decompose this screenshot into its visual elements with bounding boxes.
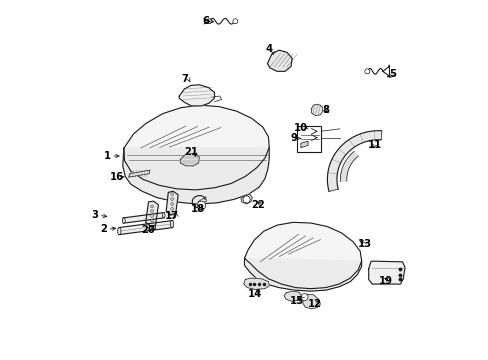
Ellipse shape — [150, 219, 153, 222]
Polygon shape — [122, 148, 269, 204]
Text: 6: 6 — [202, 16, 209, 26]
Text: 5: 5 — [388, 69, 395, 79]
Ellipse shape — [150, 210, 153, 212]
Polygon shape — [368, 261, 404, 284]
Polygon shape — [300, 141, 307, 148]
Text: 10: 10 — [293, 123, 307, 133]
Text: 2: 2 — [100, 224, 106, 234]
Polygon shape — [284, 291, 301, 301]
Circle shape — [300, 294, 307, 301]
Polygon shape — [244, 258, 361, 291]
Circle shape — [206, 19, 211, 24]
Ellipse shape — [150, 205, 153, 208]
Text: 7: 7 — [181, 75, 187, 85]
Polygon shape — [180, 154, 199, 166]
Text: 21: 21 — [183, 148, 198, 157]
Polygon shape — [128, 170, 150, 177]
Polygon shape — [166, 191, 178, 215]
Ellipse shape — [170, 207, 173, 210]
Polygon shape — [302, 294, 320, 309]
Text: 8: 8 — [322, 105, 328, 115]
Circle shape — [232, 19, 237, 24]
Text: 14: 14 — [247, 289, 262, 298]
Text: 12: 12 — [307, 299, 322, 309]
Text: 19: 19 — [378, 275, 392, 285]
Polygon shape — [179, 85, 214, 106]
Polygon shape — [241, 194, 252, 204]
Ellipse shape — [162, 212, 165, 218]
Text: 13: 13 — [357, 239, 371, 249]
Polygon shape — [123, 105, 269, 190]
Text: 18: 18 — [190, 204, 204, 214]
Polygon shape — [267, 50, 291, 71]
Polygon shape — [118, 221, 172, 235]
Polygon shape — [123, 212, 164, 223]
Text: 16: 16 — [109, 172, 123, 182]
FancyBboxPatch shape — [296, 126, 320, 153]
Ellipse shape — [170, 203, 173, 206]
Text: 15: 15 — [289, 296, 303, 306]
Circle shape — [364, 69, 369, 74]
Text: 17: 17 — [165, 211, 179, 221]
Ellipse shape — [150, 215, 153, 217]
Polygon shape — [244, 222, 361, 289]
Polygon shape — [340, 152, 358, 181]
Text: 11: 11 — [367, 140, 382, 150]
Text: 22: 22 — [251, 201, 265, 210]
Ellipse shape — [170, 193, 173, 195]
Polygon shape — [311, 104, 322, 116]
Text: 1: 1 — [103, 151, 110, 161]
Ellipse shape — [170, 221, 173, 228]
Circle shape — [243, 196, 250, 203]
Text: 3: 3 — [91, 210, 98, 220]
Ellipse shape — [170, 198, 173, 201]
Ellipse shape — [122, 218, 125, 223]
Text: 4: 4 — [265, 45, 272, 54]
Text: 9: 9 — [290, 133, 297, 143]
Ellipse shape — [117, 228, 121, 235]
Circle shape — [197, 201, 205, 210]
Polygon shape — [145, 201, 158, 226]
Polygon shape — [244, 278, 269, 289]
Polygon shape — [327, 131, 381, 192]
Text: 20: 20 — [142, 225, 155, 235]
